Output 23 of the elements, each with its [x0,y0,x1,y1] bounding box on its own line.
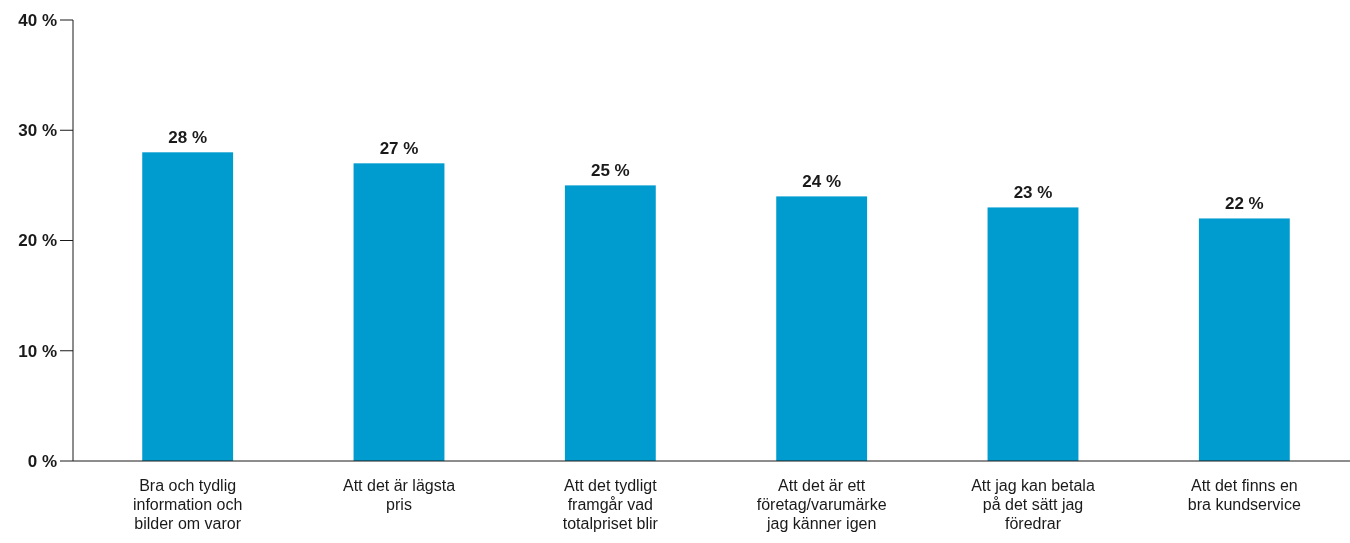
x-tick-label: Att det tydligt framgår vad totalpriset blir [562,477,659,532]
x-tick-label: Att det finns en bra kundservice [1187,477,1301,513]
y-tick-label: 0 % [27,451,57,471]
data-label: 24 % [802,172,842,192]
data-label: 22 % [1224,194,1264,214]
data-label: 25 % [590,161,630,181]
y-tick-label: 40 % [18,10,57,30]
y-tick-label: 10 % [18,341,57,361]
bar [564,185,656,461]
x-tick-label: Bra och tydlig information och bilder om varor [132,477,243,532]
x-tick-label: Att jag kan betala på det sätt jag föredrar [971,477,1095,532]
bar [776,196,868,461]
bar [142,152,234,461]
bar [987,207,1079,461]
y-tick-label: 30 % [18,121,57,141]
x-tick-label: Att det är ett företag/varumärke jag känner igen [756,477,887,532]
x-tick-label: Att det är lägsta pris [342,477,456,513]
data-label: 23 % [1013,183,1053,203]
data-label: 27 % [379,139,419,159]
y-tick-label: 20 % [18,231,57,251]
bar [353,163,445,461]
data-label: 28 % [168,128,208,148]
bar [1198,218,1290,461]
